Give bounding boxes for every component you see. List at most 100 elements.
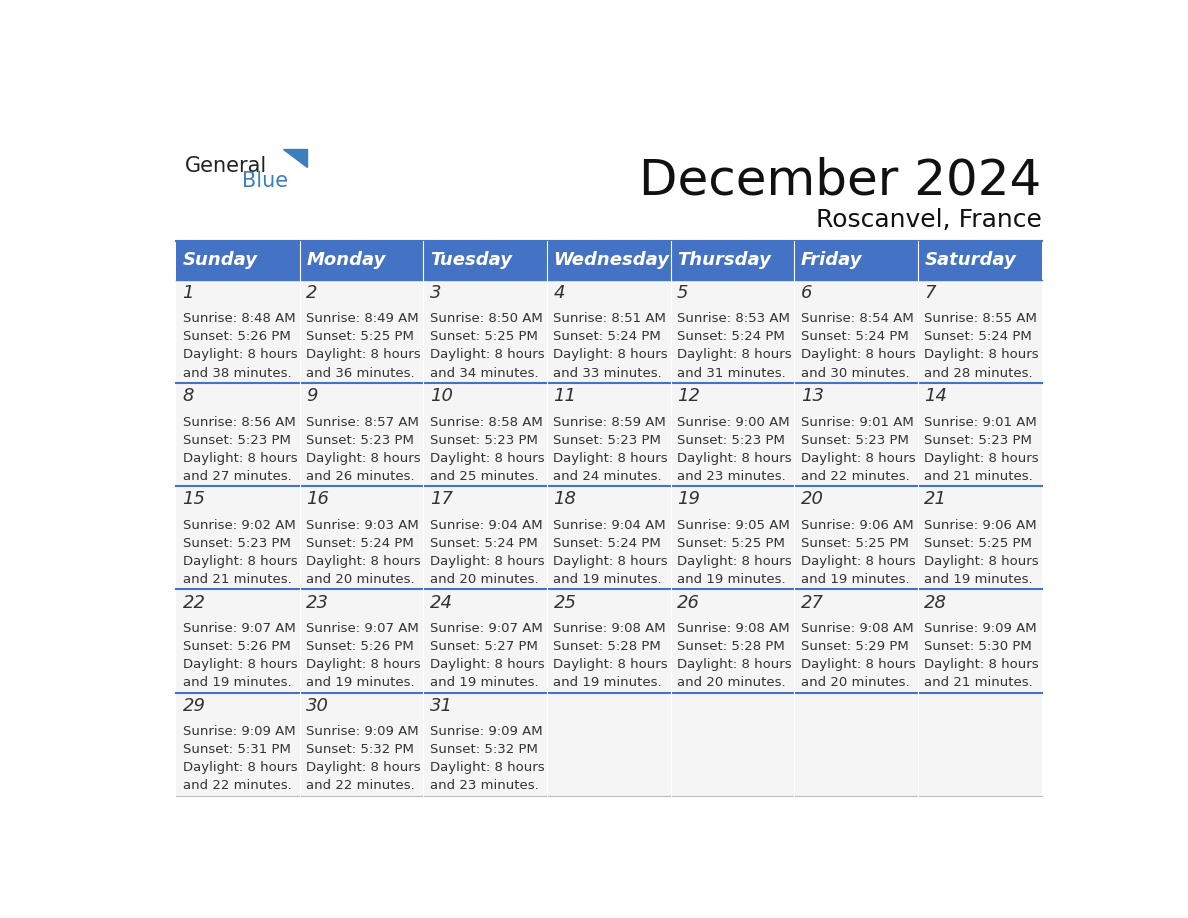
Text: December 2024: December 2024 bbox=[639, 156, 1042, 204]
Text: and 33 minutes.: and 33 minutes. bbox=[554, 366, 662, 379]
Text: 8: 8 bbox=[183, 387, 194, 405]
Text: Sunrise: 9:03 AM: Sunrise: 9:03 AM bbox=[307, 519, 419, 532]
Text: 26: 26 bbox=[677, 594, 700, 611]
Text: Sunrise: 9:09 AM: Sunrise: 9:09 AM bbox=[307, 725, 419, 738]
Text: Sunset: 5:24 PM: Sunset: 5:24 PM bbox=[801, 330, 909, 343]
Text: Sunrise: 9:00 AM: Sunrise: 9:00 AM bbox=[677, 416, 790, 429]
Polygon shape bbox=[283, 149, 307, 167]
Text: and 28 minutes.: and 28 minutes. bbox=[924, 366, 1034, 379]
Bar bbox=[423, 241, 546, 280]
Text: Blue: Blue bbox=[242, 172, 289, 192]
Text: Sunset: 5:25 PM: Sunset: 5:25 PM bbox=[677, 537, 785, 550]
Text: Wednesday: Wednesday bbox=[554, 252, 670, 269]
Text: 10: 10 bbox=[430, 387, 453, 405]
Text: Sunset: 5:25 PM: Sunset: 5:25 PM bbox=[307, 330, 415, 343]
Text: and 20 minutes.: and 20 minutes. bbox=[801, 677, 909, 689]
Text: Daylight: 8 hours: Daylight: 8 hours bbox=[801, 658, 916, 671]
Text: and 20 minutes.: and 20 minutes. bbox=[430, 573, 538, 586]
Text: and 30 minutes.: and 30 minutes. bbox=[801, 366, 909, 379]
Text: and 20 minutes.: and 20 minutes. bbox=[307, 573, 415, 586]
Text: and 36 minutes.: and 36 minutes. bbox=[307, 366, 415, 379]
Text: Daylight: 8 hours: Daylight: 8 hours bbox=[183, 349, 297, 362]
Text: Daylight: 8 hours: Daylight: 8 hours bbox=[430, 554, 544, 568]
Text: Sunday: Sunday bbox=[183, 252, 258, 269]
Text: Sunrise: 9:08 AM: Sunrise: 9:08 AM bbox=[677, 621, 790, 635]
Text: Sunrise: 9:08 AM: Sunrise: 9:08 AM bbox=[554, 621, 666, 635]
Bar bbox=[546, 241, 671, 280]
Text: Sunset: 5:23 PM: Sunset: 5:23 PM bbox=[430, 433, 538, 446]
Text: Daylight: 8 hours: Daylight: 8 hours bbox=[554, 349, 668, 362]
Text: Sunrise: 8:55 AM: Sunrise: 8:55 AM bbox=[924, 312, 1037, 325]
Text: Sunrise: 8:48 AM: Sunrise: 8:48 AM bbox=[183, 312, 295, 325]
Text: 20: 20 bbox=[801, 490, 823, 509]
Text: 15: 15 bbox=[183, 490, 206, 509]
Text: Sunrise: 8:58 AM: Sunrise: 8:58 AM bbox=[430, 416, 543, 429]
Text: Sunset: 5:24 PM: Sunset: 5:24 PM bbox=[554, 537, 662, 550]
Text: Sunset: 5:26 PM: Sunset: 5:26 PM bbox=[307, 640, 413, 653]
Text: 6: 6 bbox=[801, 284, 813, 302]
Text: 2: 2 bbox=[307, 284, 317, 302]
Text: Daylight: 8 hours: Daylight: 8 hours bbox=[430, 349, 544, 362]
Text: Daylight: 8 hours: Daylight: 8 hours bbox=[924, 658, 1040, 671]
Text: 30: 30 bbox=[307, 697, 329, 715]
Text: and 19 minutes.: and 19 minutes. bbox=[183, 677, 291, 689]
Bar bbox=[671, 241, 795, 280]
Text: Daylight: 8 hours: Daylight: 8 hours bbox=[430, 452, 544, 465]
Text: and 21 minutes.: and 21 minutes. bbox=[924, 470, 1034, 483]
Text: 16: 16 bbox=[307, 490, 329, 509]
Bar bbox=[176, 280, 1042, 383]
Text: and 31 minutes.: and 31 minutes. bbox=[677, 366, 786, 379]
Text: Sunrise: 9:08 AM: Sunrise: 9:08 AM bbox=[801, 621, 914, 635]
Text: Daylight: 8 hours: Daylight: 8 hours bbox=[307, 761, 421, 774]
Text: Roscanvel, France: Roscanvel, France bbox=[816, 207, 1042, 231]
Text: 21: 21 bbox=[924, 490, 947, 509]
Text: Daylight: 8 hours: Daylight: 8 hours bbox=[307, 349, 421, 362]
Text: 9: 9 bbox=[307, 387, 317, 405]
Text: 25: 25 bbox=[554, 594, 576, 611]
Text: Daylight: 8 hours: Daylight: 8 hours bbox=[430, 658, 544, 671]
Text: Sunrise: 8:49 AM: Sunrise: 8:49 AM bbox=[307, 312, 419, 325]
Text: and 27 minutes.: and 27 minutes. bbox=[183, 470, 291, 483]
Text: and 38 minutes.: and 38 minutes. bbox=[183, 366, 291, 379]
Text: Sunrise: 9:09 AM: Sunrise: 9:09 AM bbox=[430, 725, 543, 738]
Text: Sunset: 5:27 PM: Sunset: 5:27 PM bbox=[430, 640, 538, 653]
Text: and 21 minutes.: and 21 minutes. bbox=[924, 677, 1034, 689]
Text: 27: 27 bbox=[801, 594, 823, 611]
Text: Sunset: 5:28 PM: Sunset: 5:28 PM bbox=[554, 640, 662, 653]
Text: Sunset: 5:23 PM: Sunset: 5:23 PM bbox=[677, 433, 785, 446]
Text: 12: 12 bbox=[677, 387, 700, 405]
Text: Sunrise: 9:05 AM: Sunrise: 9:05 AM bbox=[677, 519, 790, 532]
Text: and 34 minutes.: and 34 minutes. bbox=[430, 366, 538, 379]
Text: Sunrise: 9:04 AM: Sunrise: 9:04 AM bbox=[430, 519, 543, 532]
Text: Daylight: 8 hours: Daylight: 8 hours bbox=[924, 554, 1040, 568]
Bar bbox=[176, 692, 1042, 796]
Text: Sunrise: 8:57 AM: Sunrise: 8:57 AM bbox=[307, 416, 419, 429]
Text: Sunrise: 9:01 AM: Sunrise: 9:01 AM bbox=[924, 416, 1037, 429]
Text: 31: 31 bbox=[430, 697, 453, 715]
Text: Sunrise: 9:04 AM: Sunrise: 9:04 AM bbox=[554, 519, 666, 532]
Text: Daylight: 8 hours: Daylight: 8 hours bbox=[183, 452, 297, 465]
Text: and 19 minutes.: and 19 minutes. bbox=[677, 573, 785, 586]
Text: 28: 28 bbox=[924, 594, 947, 611]
Text: 1: 1 bbox=[183, 284, 194, 302]
Text: Daylight: 8 hours: Daylight: 8 hours bbox=[554, 554, 668, 568]
Text: and 19 minutes.: and 19 minutes. bbox=[554, 677, 662, 689]
Text: Daylight: 8 hours: Daylight: 8 hours bbox=[430, 761, 544, 774]
Bar bbox=[176, 241, 299, 280]
Text: 17: 17 bbox=[430, 490, 453, 509]
Text: Sunset: 5:24 PM: Sunset: 5:24 PM bbox=[307, 537, 413, 550]
Text: Daylight: 8 hours: Daylight: 8 hours bbox=[677, 658, 791, 671]
Text: and 19 minutes.: and 19 minutes. bbox=[924, 573, 1034, 586]
Text: and 23 minutes.: and 23 minutes. bbox=[430, 779, 538, 792]
Text: Daylight: 8 hours: Daylight: 8 hours bbox=[307, 452, 421, 465]
Text: 13: 13 bbox=[801, 387, 823, 405]
Text: Sunrise: 8:53 AM: Sunrise: 8:53 AM bbox=[677, 312, 790, 325]
Text: Sunrise: 9:07 AM: Sunrise: 9:07 AM bbox=[430, 621, 543, 635]
Text: Sunrise: 8:51 AM: Sunrise: 8:51 AM bbox=[554, 312, 666, 325]
Text: Daylight: 8 hours: Daylight: 8 hours bbox=[307, 658, 421, 671]
Text: 19: 19 bbox=[677, 490, 700, 509]
Text: Sunrise: 8:59 AM: Sunrise: 8:59 AM bbox=[554, 416, 666, 429]
Text: and 24 minutes.: and 24 minutes. bbox=[554, 470, 662, 483]
Text: Sunset: 5:24 PM: Sunset: 5:24 PM bbox=[677, 330, 785, 343]
Text: Sunset: 5:24 PM: Sunset: 5:24 PM bbox=[554, 330, 662, 343]
